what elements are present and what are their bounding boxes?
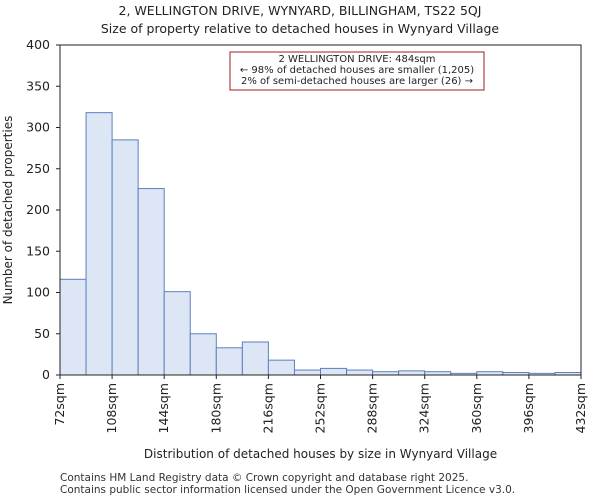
x-tick-label-396sqm: 396sqm — [521, 383, 536, 433]
x-tick-label-252sqm: 252sqm — [313, 383, 328, 433]
x-tick-label-360sqm: 360sqm — [469, 383, 484, 433]
bar-234sqm — [293, 369, 322, 376]
bar-126sqm — [137, 188, 165, 376]
annotation-box — [229, 51, 485, 91]
y-tick-label-300: 300 — [26, 120, 50, 135]
chart-title: 2, WELLINGTON DRIVE, WYNYARD, BILLINGHAM… — [118, 3, 482, 18]
annotation-line-3: 2% of semi-detached houses are larger (2… — [241, 76, 473, 87]
x-tick-label-180sqm: 180sqm — [208, 383, 223, 433]
x-tick-label-108sqm: 108sqm — [104, 383, 119, 433]
bar-216sqm — [267, 359, 295, 376]
bar-252sqm — [320, 367, 348, 376]
y-tick-label-100: 100 — [26, 285, 50, 300]
y-tick-label-200: 200 — [26, 202, 50, 217]
bar-198sqm — [241, 341, 269, 376]
x-axis: 72sqm 108sqm 144sqm 180sqm 216sqm 252sqm 288sq… — [52, 375, 588, 433]
y-tick-label-250: 250 — [26, 161, 50, 176]
bar-306sqm — [398, 370, 426, 376]
x-tick-label-324sqm: 324sqm — [417, 383, 432, 433]
bar-270sqm — [346, 369, 374, 376]
bars-group — [59, 112, 582, 376]
bar-90sqm — [85, 112, 113, 376]
marker-annotation: 2 WELLINGTON DRIVE: 484sqm ← 98% of deta… — [229, 51, 485, 91]
bar-144sqm — [163, 291, 191, 376]
chart-subtitle: Size of property relative to detached ho… — [100, 21, 500, 36]
annotation-line-1: 2 WELLINGTON DRIVE: 484sqm — [278, 54, 435, 65]
x-tick-label-144sqm: 144sqm — [156, 383, 171, 433]
x-tick-label-432sqm: 432sqm — [573, 383, 588, 433]
x-axis-label: Distribution of detached houses by size … — [144, 447, 497, 461]
bar-72sqm — [59, 278, 87, 376]
footer-licence: Contains public sector information licen… — [60, 484, 516, 496]
y-tick-label-350: 350 — [26, 78, 50, 93]
x-tick-label-288sqm: 288sqm — [365, 383, 380, 433]
bar-162sqm — [189, 333, 217, 376]
y-tick-label-400: 400 — [26, 37, 50, 52]
y-axis: 0 50 100 150 200 250 300 350 400 — [26, 37, 60, 382]
bar-108sqm — [111, 139, 139, 376]
x-tick-label-72sqm: 72sqm — [52, 383, 67, 426]
y-tick-label-150: 150 — [26, 243, 50, 258]
y-axis-label: Number of detached properties — [1, 116, 15, 305]
y-tick-label-0: 0 — [42, 367, 50, 382]
x-tick-label-216sqm: 216sqm — [260, 383, 275, 433]
bar-180sqm — [215, 347, 243, 376]
annotation-line-2: ← 98% of detached houses are smaller (1,… — [240, 65, 474, 76]
y-tick-label-50: 50 — [34, 326, 50, 341]
footer-copyright: Contains HM Land Registry data © Crown c… — [60, 472, 469, 484]
